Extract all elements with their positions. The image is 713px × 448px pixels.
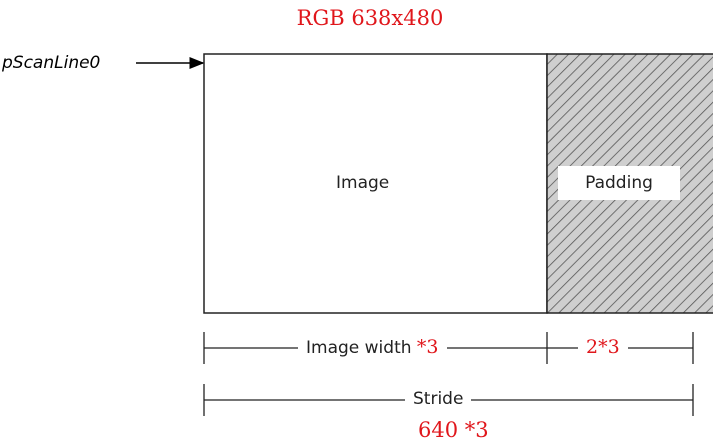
scanline-pointer-label: pScanLine0 — [2, 53, 101, 73]
image-width-text: Image width — [306, 338, 412, 358]
image-region-label: Image — [336, 173, 390, 193]
image-region — [203, 53, 548, 314]
image-width-multiplier: *3 — [416, 336, 439, 358]
stride-value: 640 *3 — [418, 418, 489, 442]
stride-label: Stride — [405, 389, 472, 409]
image-width-label: Image width *3 — [298, 336, 447, 358]
padding-region-label: Padding — [558, 166, 680, 200]
padding-width-label: 2*3 — [578, 336, 628, 358]
diagram-title: RGB 638x480 — [296, 6, 444, 30]
